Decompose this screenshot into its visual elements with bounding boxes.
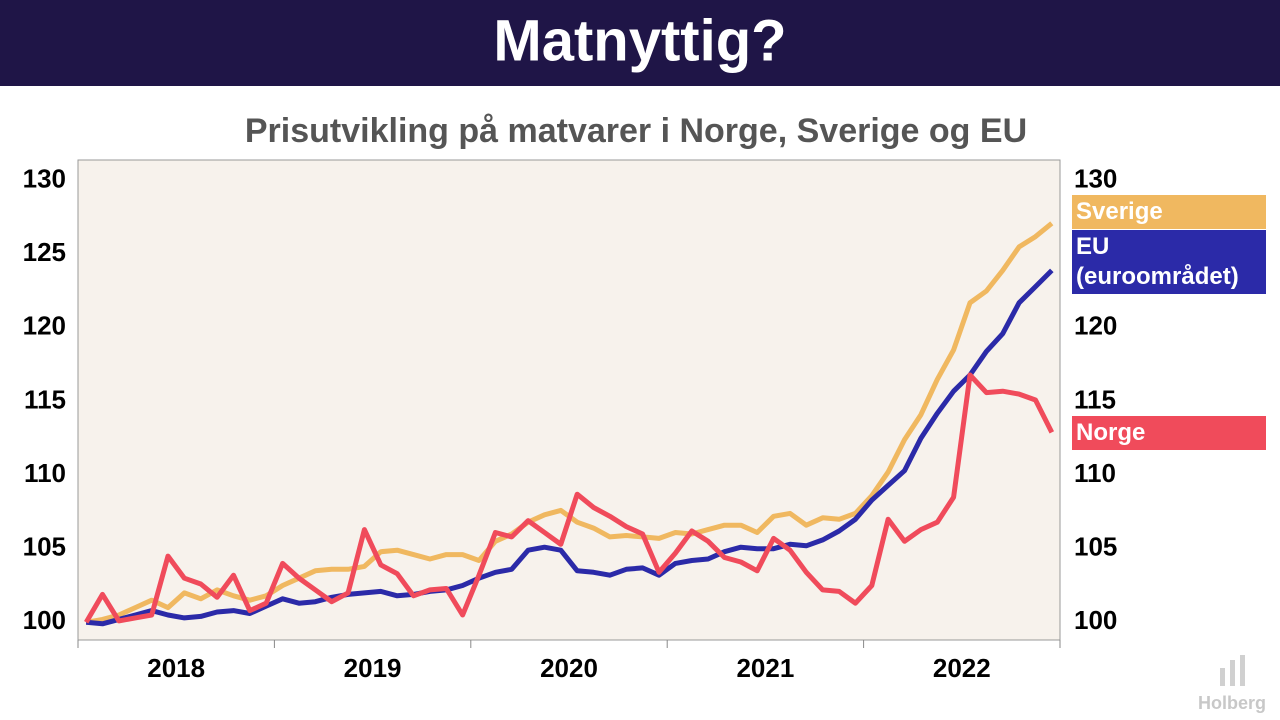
y-tick-label: 120 xyxy=(23,311,66,341)
x-tick-label: 2020 xyxy=(540,653,598,683)
logo-icon xyxy=(1220,655,1245,686)
series-line xyxy=(85,268,1054,627)
plot-area xyxy=(77,159,1061,641)
chart-title: Prisutvikling på matvarer i Norge, Sveri… xyxy=(245,112,1027,150)
x-tick-label: 2022 xyxy=(933,653,991,683)
series-line xyxy=(84,372,1055,624)
y2-tick-label: 110 xyxy=(1074,458,1116,488)
slide-title: Matnyttig? xyxy=(493,8,786,73)
y-tick-label: 110 xyxy=(24,458,66,488)
y-tick-label: 100 xyxy=(23,605,66,635)
y-tick-label: 105 xyxy=(23,532,66,562)
y-tick-label: 125 xyxy=(23,237,66,267)
y2-tick-label: 120 xyxy=(1074,311,1117,341)
y-tick-label: 115 xyxy=(24,384,66,414)
header-band xyxy=(0,0,1280,86)
logo: Holberg xyxy=(1198,693,1266,713)
x-tick-label: 2021 xyxy=(736,653,794,683)
x-tick-label: 2019 xyxy=(344,653,402,683)
legend-entry: EU (euroområdet) xyxy=(1072,230,1266,294)
legend-entry: Sverige xyxy=(1072,195,1266,229)
y2-tick-label: 105 xyxy=(1074,532,1117,562)
x-tick-label: 2018 xyxy=(147,653,205,683)
y-tick-label: 130 xyxy=(23,163,66,193)
y2-tick-label: 130 xyxy=(1074,163,1117,193)
legend-entry: Norge xyxy=(1072,416,1266,450)
y2-tick-label: 115 xyxy=(1074,384,1116,414)
y2-tick-label: 100 xyxy=(1074,605,1117,635)
